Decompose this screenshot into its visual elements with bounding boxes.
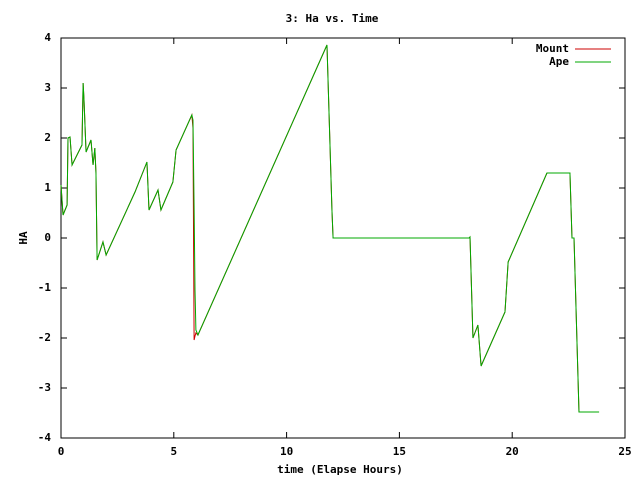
y-tick-label: 1 — [44, 181, 51, 194]
legend-label: Ape — [549, 55, 569, 68]
x-tick-label: 15 — [393, 445, 406, 458]
x-axis-label: time (Elapse Hours) — [277, 463, 403, 476]
y-tick-label: -1 — [38, 281, 52, 294]
x-tick-label: 5 — [170, 445, 177, 458]
legend-label: Mount — [536, 42, 569, 55]
series-line — [60, 44, 600, 413]
chart-title: 3: Ha vs. Time — [286, 12, 379, 25]
x-tick-label: 20 — [506, 445, 519, 458]
series-line — [60, 44, 600, 413]
y-tick-label: -2 — [38, 331, 51, 344]
y-tick-label: 3 — [44, 81, 51, 94]
y-tick-label: -4 — [38, 431, 52, 444]
y-tick-label: -3 — [38, 381, 51, 394]
y-tick-label: 4 — [44, 31, 51, 44]
x-tick-label: 10 — [280, 445, 293, 458]
y-tick-label: 2 — [44, 131, 51, 144]
x-tick-label: 25 — [618, 445, 631, 458]
x-tick-label: 0 — [58, 445, 65, 458]
y-axis-label: HA — [17, 231, 30, 245]
y-tick-label: 0 — [44, 231, 51, 244]
